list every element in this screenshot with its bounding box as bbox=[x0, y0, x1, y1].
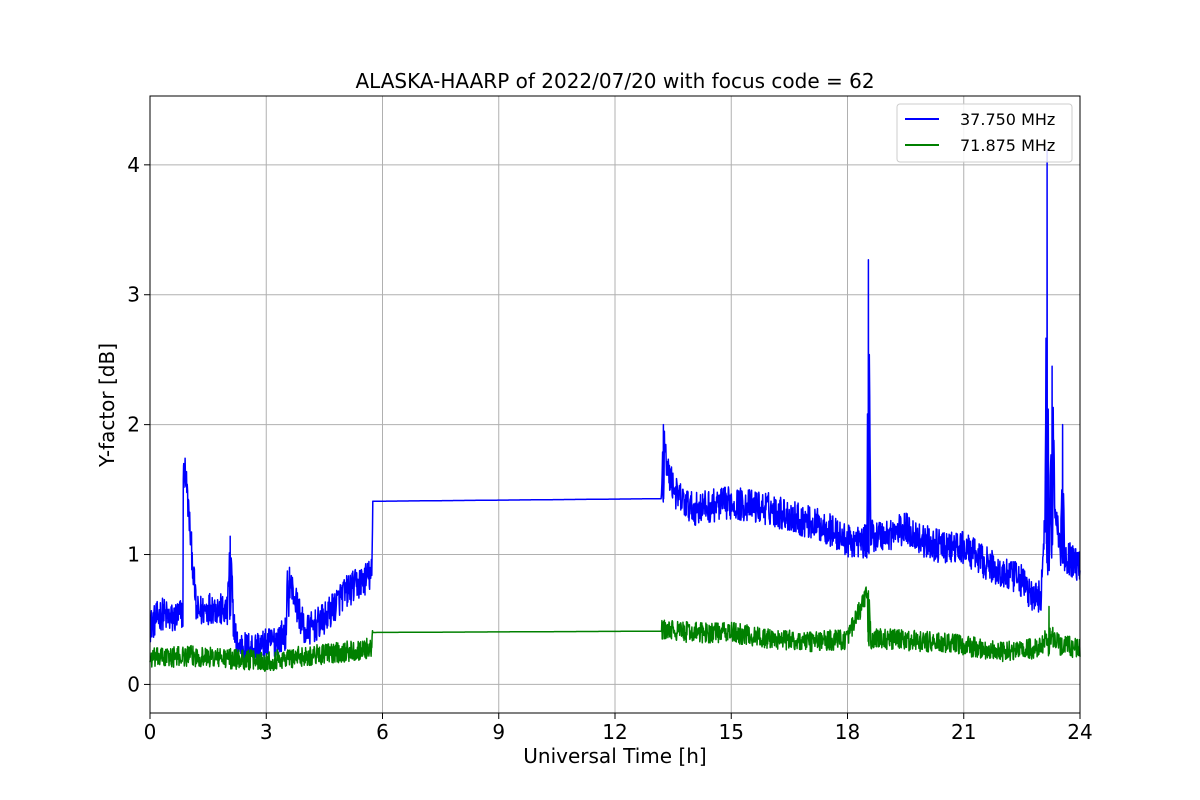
grid bbox=[149, 96, 1081, 713]
y-tick-label: 3 bbox=[127, 283, 140, 307]
y-tick-label: 2 bbox=[127, 413, 140, 437]
series-line-1 bbox=[149, 586, 1081, 672]
x-tick-label: 6 bbox=[376, 720, 389, 744]
y-tick-label: 0 bbox=[127, 672, 140, 696]
legend-label-0: 37.750 MHz bbox=[960, 110, 1055, 129]
y-axis-label: Y-factor [dB] bbox=[95, 343, 119, 468]
series-group bbox=[149, 148, 1081, 672]
x-tick-label: 3 bbox=[260, 720, 273, 744]
series-line-0 bbox=[149, 148, 1081, 663]
x-tick-label: 9 bbox=[492, 720, 505, 744]
x-axis-label: Universal Time [h] bbox=[523, 744, 706, 768]
legend-label-1: 71.875 MHz bbox=[960, 136, 1055, 155]
y-tick-label: 1 bbox=[127, 543, 140, 567]
legend-box bbox=[896, 103, 1073, 163]
x-tick-label: 0 bbox=[144, 720, 157, 744]
y-tick-label: 4 bbox=[127, 153, 140, 177]
x-tick-label: 18 bbox=[835, 720, 860, 744]
x-tick-label: 12 bbox=[602, 720, 627, 744]
x-tick-label: 15 bbox=[719, 720, 744, 744]
chart-title: ALASKA-HAARP of 2022/07/20 with focus co… bbox=[355, 69, 874, 93]
x-tick-label: 24 bbox=[1067, 720, 1092, 744]
legend: 37.750 MHz 71.875 MHz bbox=[896, 103, 1073, 163]
x-tick-label: 21 bbox=[951, 720, 976, 744]
